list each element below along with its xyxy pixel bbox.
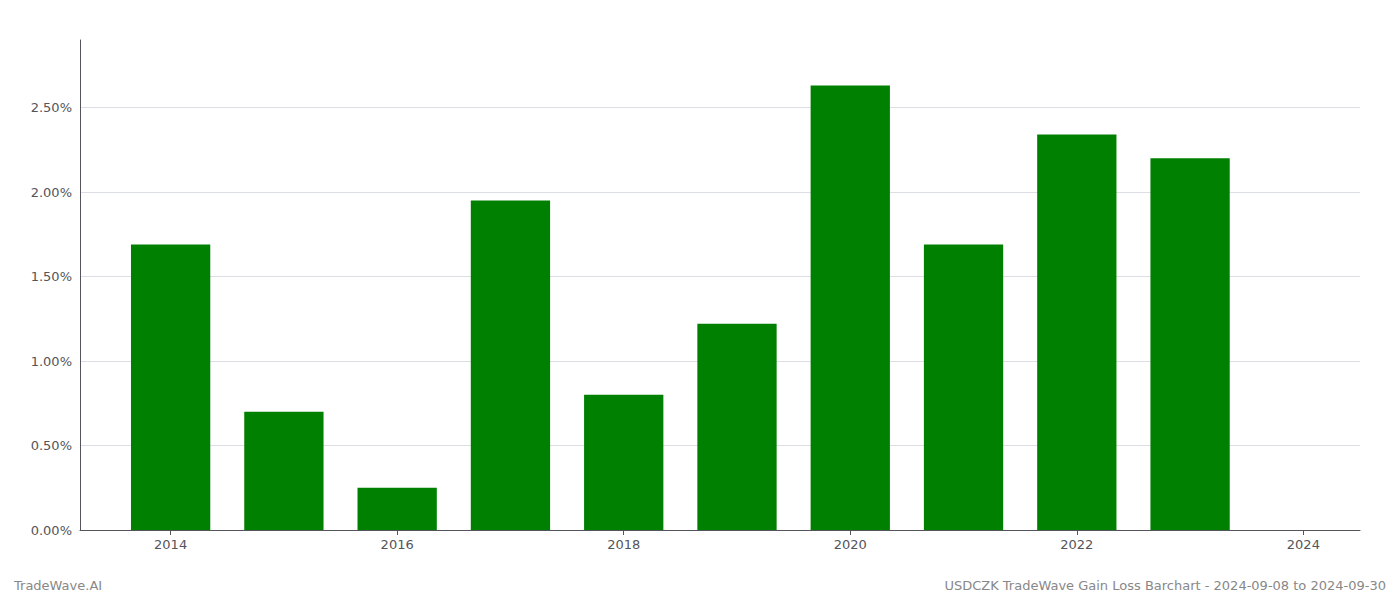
svg-text:1.00%: 1.00% <box>31 354 72 369</box>
svg-text:2024: 2024 <box>1287 537 1320 552</box>
svg-text:0.00%: 0.00% <box>31 523 72 538</box>
svg-text:2.00%: 2.00% <box>31 185 72 200</box>
svg-text:1.50%: 1.50% <box>31 269 72 284</box>
svg-text:TradeWave.AI: TradeWave.AI <box>13 578 102 593</box>
svg-text:2018: 2018 <box>607 537 640 552</box>
svg-text:USDCZK TradeWave Gain Loss Bar: USDCZK TradeWave Gain Loss Barchart - 20… <box>944 578 1386 593</box>
svg-text:2.50%: 2.50% <box>31 100 72 115</box>
svg-text:2022: 2022 <box>1060 537 1093 552</box>
svg-text:2020: 2020 <box>834 537 867 552</box>
svg-text:0.50%: 0.50% <box>31 438 72 453</box>
svg-text:2014: 2014 <box>154 537 187 552</box>
svg-text:2016: 2016 <box>381 537 414 552</box>
